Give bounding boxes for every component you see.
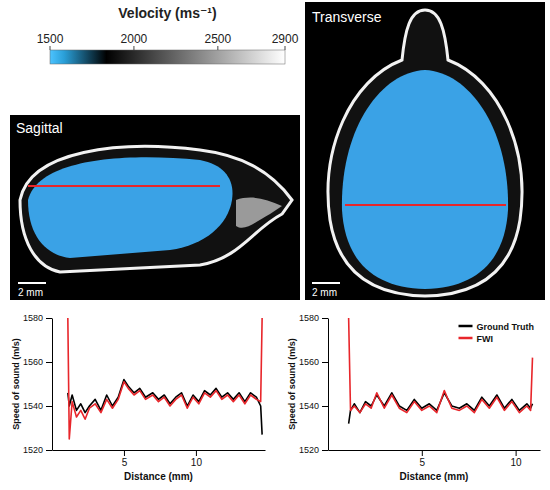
scale-bar-label: 2 mm [312,287,337,298]
legend-item: FWI [459,334,494,344]
y-tick-label: 1540 [299,401,319,411]
colorbar-tick-label: 2000 [121,32,148,46]
colorbar-tick [285,46,286,50]
y-tick-mark [322,406,328,407]
y-axis-line [52,319,53,451]
sagittal-brain [28,157,233,258]
panel-title: Transverse [312,9,382,25]
transverse-panel [305,2,545,300]
y-tick-label: 1580 [23,313,43,323]
x-tick: 5 [122,450,128,468]
x-axis-line [329,450,541,451]
sagittal-profile-line [28,185,220,187]
x-tick-mark [516,450,517,456]
plot-area [68,318,262,439]
y-tick: 1540 [299,401,328,411]
series-line [68,318,262,439]
x-tick-label: 5 [420,457,426,468]
legend-label: Ground Truth [477,322,535,332]
legend-swatch [459,337,473,340]
y-tick-mark [322,362,328,363]
x-tick: 10 [511,450,523,468]
colorbar-title: Velocity (ms⁻¹) [118,5,216,21]
sagittal-panel [10,115,300,300]
x-tick-label: 10 [191,457,203,468]
colorbar-tick [217,46,218,50]
x-axis: 5 10 [53,450,266,468]
legend-label: FWI [477,334,494,344]
x-tick: 10 [191,450,203,468]
y-tick: 1560 [299,357,328,367]
transverse-skull [328,10,522,296]
y-tick-mark [322,450,328,451]
x-axis-title: Distance (mm) [400,471,469,482]
scale-bar-label: 2 mm [18,287,43,298]
y-tick-label: 1540 [23,401,43,411]
y-tick-label: 1580 [299,313,319,323]
x-tick-mark [422,450,423,456]
y-tick-mark [46,406,52,407]
legend-swatch [459,325,473,328]
legend-item: Ground Truth [459,322,535,332]
y-axis-title: Speed of sound (m/s) [287,338,297,430]
y-axis-title: Speed of sound (m/s) [11,338,21,430]
sagittal-bone [236,198,282,228]
colorbar [50,50,285,64]
y-tick-mark [322,318,328,319]
y-tick-label: 1520 [23,445,43,455]
y-tick: 1580 [299,313,328,323]
y-axis: 1520 1540 1560 1580 [23,313,53,455]
plot-area [349,318,533,424]
panel-title: Sagittal [16,120,63,136]
y-tick: 1560 [23,357,52,367]
series-line [349,318,533,413]
colorbar-tick-label: 2500 [205,32,232,46]
y-tick-mark [46,450,52,451]
y-axis: 1520 1540 1560 1580 [299,313,329,455]
x-tick-mark [124,450,125,456]
colorbar-tick [50,46,51,50]
y-tick-label: 1520 [299,445,319,455]
transverse-profile-line [345,204,506,206]
series-line [349,393,533,424]
x-tick-label: 10 [511,457,523,468]
colorbar-tick-label: 1500 [37,32,64,46]
scale-bar [18,282,46,284]
colorbar-tick [133,46,134,50]
y-tick-mark [46,318,52,319]
x-axis-line [53,450,266,451]
y-tick-label: 1560 [23,357,43,367]
y-tick: 1520 [23,445,52,455]
sagittal-skull [20,147,292,272]
y-tick: 1520 [299,445,328,455]
y-tick: 1580 [23,313,52,323]
x-axis: 5 10 [329,450,541,468]
y-axis-line [328,319,329,451]
y-tick-label: 1560 [299,357,319,367]
legend: Ground Truth FWI [459,322,535,344]
transverse-brain [342,70,508,289]
colorbar-tick-label: 2900 [272,32,299,46]
y-tick-mark [46,362,52,363]
x-axis-title: Distance (mm) [124,471,193,482]
figure: Velocity (ms⁻¹) 1500 2000 2500 2900 Sagittal 2… [0,0,550,490]
x-tick-mark [196,450,197,456]
x-tick: 5 [420,450,426,468]
y-tick: 1540 [23,401,52,411]
x-tick-label: 5 [122,457,128,468]
scale-bar [312,282,340,284]
